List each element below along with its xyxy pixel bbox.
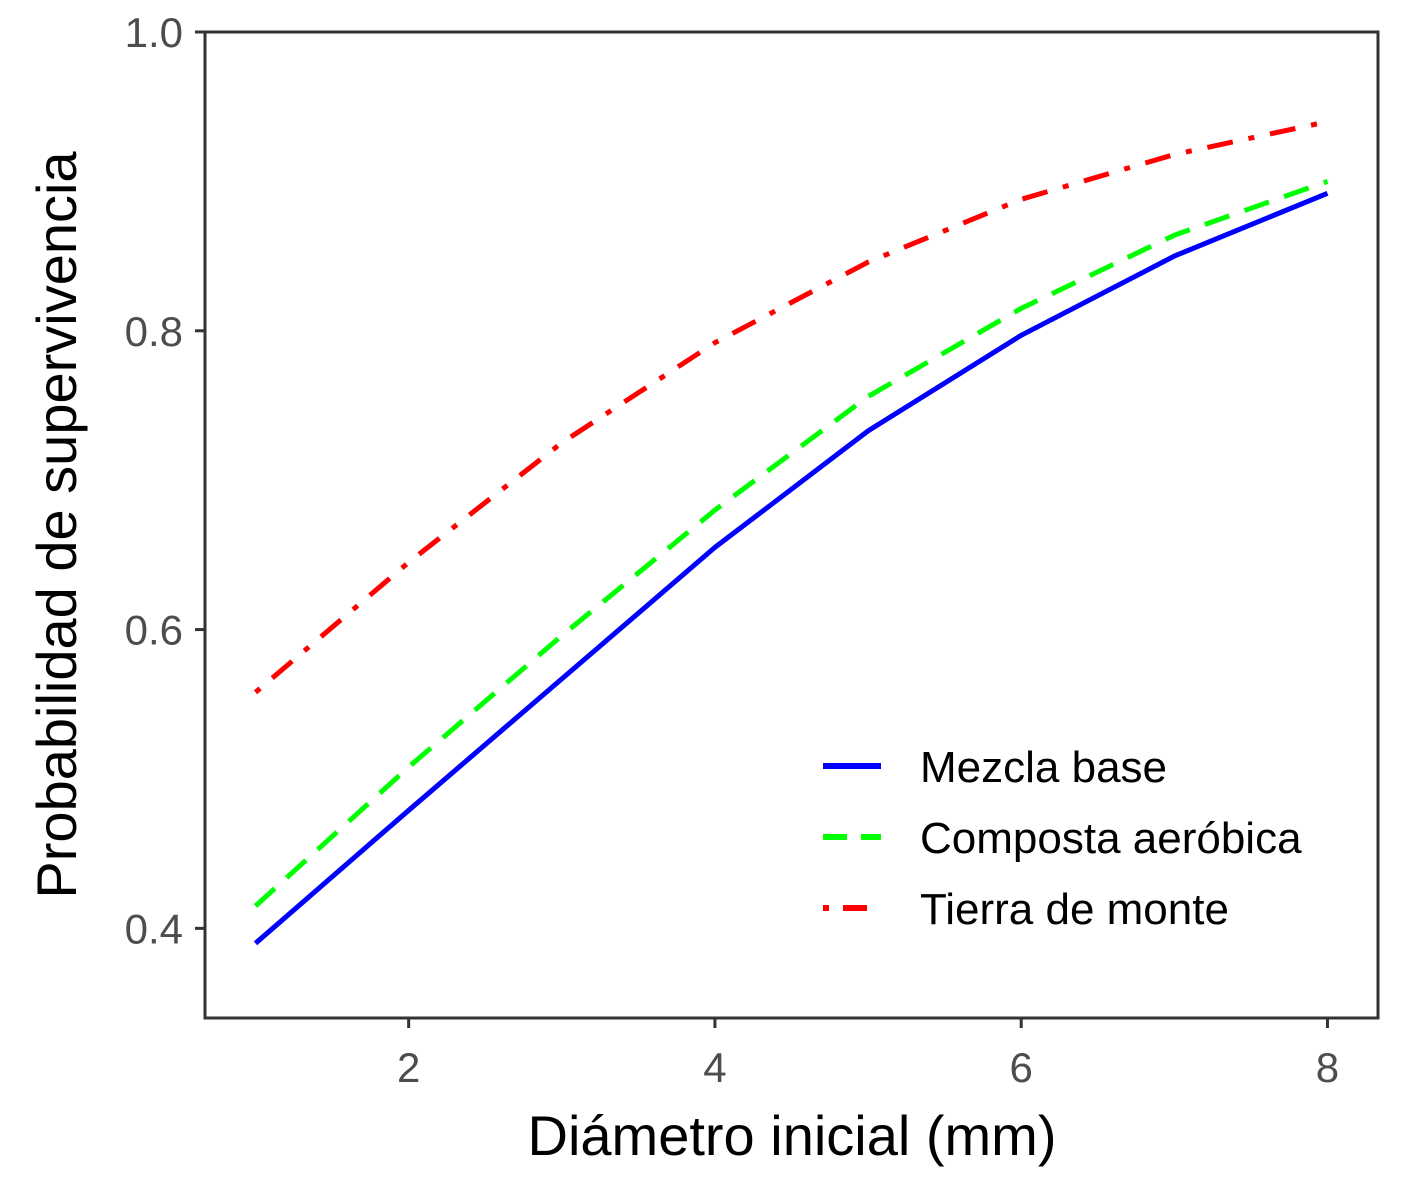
x-tick-label: 8 bbox=[1316, 1044, 1339, 1091]
panel-border bbox=[203, 30, 1380, 1020]
x-tick-label: 6 bbox=[1010, 1044, 1033, 1091]
y-tick-label: 0.6 bbox=[125, 607, 183, 654]
series-line-1 bbox=[253, 190, 1329, 946]
y-axis: 0.4 0.6 0.8 1.0 bbox=[125, 9, 205, 952]
y-tick-label: 0.8 bbox=[125, 308, 183, 355]
x-tick-label: 4 bbox=[703, 1044, 726, 1091]
y-axis-title: Probabilidad de supervivencia bbox=[25, 151, 88, 899]
legend-label-3: Tierra de monte bbox=[920, 885, 1229, 934]
series-lines bbox=[253, 119, 1329, 946]
y-tick-label: 0.4 bbox=[125, 905, 183, 952]
legend-label-1: Mezcla base bbox=[920, 743, 1167, 792]
x-axis-title: Diámetro inicial (mm) bbox=[528, 1104, 1057, 1167]
legend-label-2: Composta aeróbica bbox=[920, 814, 1302, 863]
y-tick-label: 1.0 bbox=[125, 9, 183, 56]
x-tick-label: 2 bbox=[397, 1044, 420, 1091]
series-line-2 bbox=[253, 179, 1329, 908]
x-axis: 2 4 6 8 bbox=[397, 1018, 1339, 1091]
legend: Mezcla base Composta aeróbica Tierra de mo… bbox=[823, 743, 1302, 934]
series-line-3 bbox=[253, 119, 1329, 695]
